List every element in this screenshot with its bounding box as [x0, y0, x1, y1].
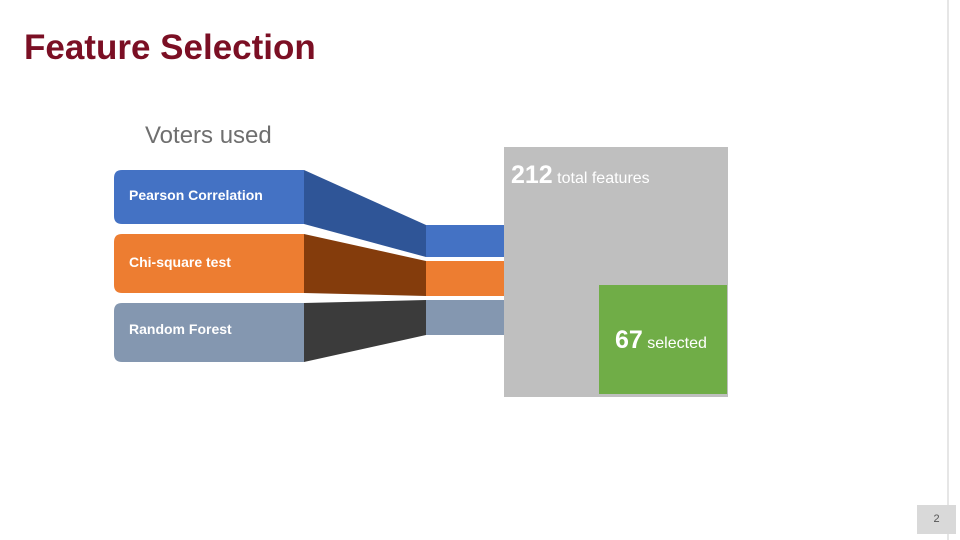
voter-label-chi-square: Chi-square test — [129, 254, 231, 270]
selected-features-box — [599, 285, 727, 394]
voters-heading: Voters used — [145, 122, 272, 149]
voter-label-random-forest: Random Forest — [129, 321, 232, 337]
total-features-count: 212 — [511, 161, 553, 189]
page-number: 2 — [917, 505, 956, 534]
voter-box-pearson — [114, 170, 304, 224]
total-features-label: 212 total features — [511, 161, 650, 190]
pearson-output-bar — [426, 225, 504, 257]
voter-box-chi-square — [114, 234, 304, 293]
slide-edge-divider — [947, 0, 949, 540]
selected-features-label: 67 selected — [615, 326, 707, 355]
voter-box-random-forest — [114, 303, 304, 362]
voter-label-pearson: Pearson Correlation — [129, 187, 263, 203]
selected-features-text: selected — [647, 335, 707, 352]
slide-title: Feature Selection — [24, 28, 316, 67]
chi-square-output-bar — [426, 261, 504, 296]
pearson-funnel — [304, 170, 426, 257]
chi-square-funnel — [304, 234, 426, 296]
selected-features-count: 67 — [615, 326, 643, 354]
total-features-text: total features — [557, 170, 650, 187]
random-forest-funnel — [304, 300, 426, 362]
random-forest-output-bar — [426, 300, 504, 335]
